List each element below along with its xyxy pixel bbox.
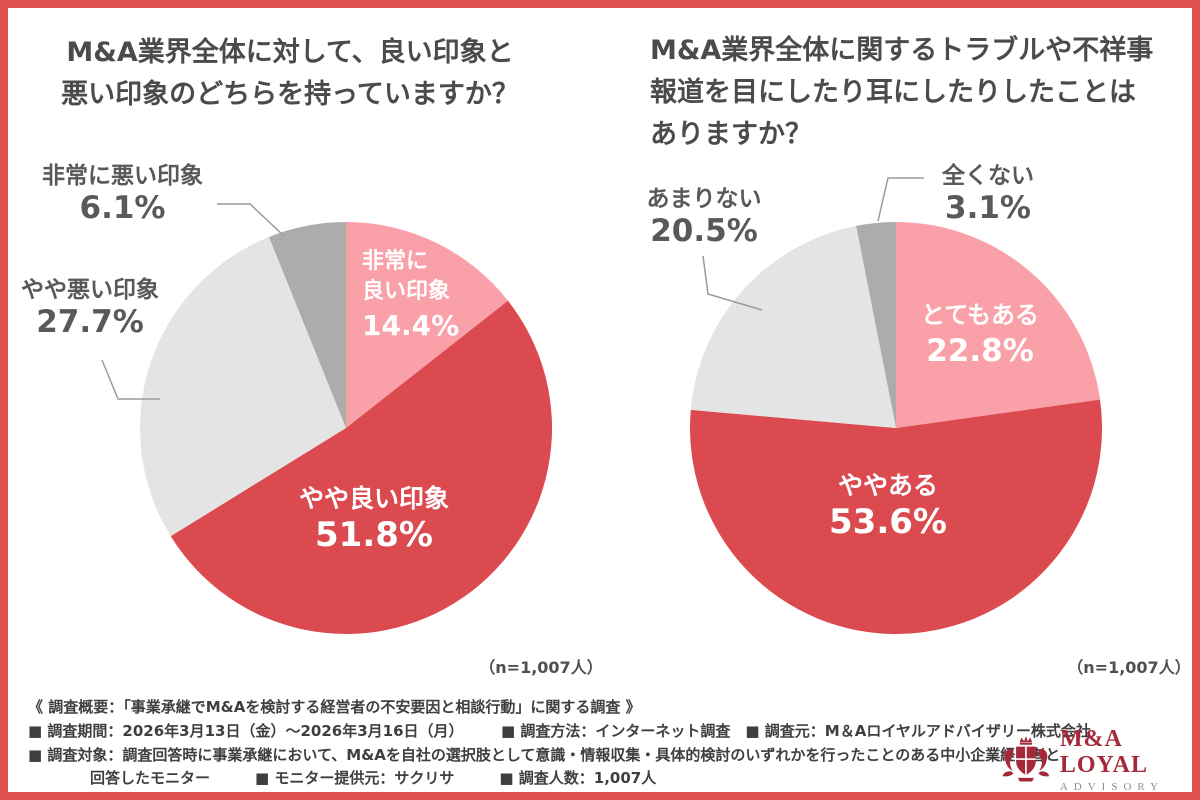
survey-monitor-count-line: 回答したモニター ■ モニター提供元：サクリサ ■ 調査人数：1,007人: [90, 769, 657, 787]
label-very-often: とてもある 22.8%: [880, 301, 1080, 369]
label-very-good-impression-pct: 14.4%: [362, 309, 460, 342]
leader-line-very-bad: [217, 203, 285, 237]
pie-slice-1: [690, 399, 1102, 634]
label-very-often-pct: 22.8%: [926, 333, 1034, 369]
pie-slice-3: [268, 222, 346, 428]
label-very-good-impression-text: 非常に 良い印象: [362, 249, 451, 304]
label-somewhat-good-impression-text: やや良い印象: [298, 484, 449, 513]
left-sample-size: （n=1,007人）: [479, 658, 603, 677]
label-somewhat-often: ややある 53.6%: [788, 471, 988, 541]
left-pie-chart: [140, 222, 552, 634]
company-subtitle: ADVISORY: [1059, 781, 1165, 793]
leader-line-not-much: [702, 255, 763, 311]
label-somewhat-often-pct: 53.6%: [829, 502, 947, 542]
company-name: M&A LOYAL: [1059, 726, 1148, 778]
pie-slice-0: [896, 222, 1101, 428]
label-somewhat-often-text: ややある: [837, 471, 938, 500]
label-very-bad-impression: 非常に悪い印象 6.1%: [25, 163, 220, 226]
label-not-much-text: あまりない: [646, 186, 762, 212]
company-logo-text: M&A LOYAL ADVISORY: [1060, 726, 1200, 794]
label-not-at-all-pct: 3.1%: [945, 189, 1031, 226]
label-very-bad-impression-pct: 6.1%: [79, 189, 166, 226]
right-pie-chart: [690, 222, 1102, 634]
survey-target-line: ■ 調査対象：調査回答時に事業承継において、M&Aを自社の選択肢として意識・情報…: [28, 746, 1061, 764]
pie-slice-1: [170, 300, 552, 634]
label-somewhat-bad-impression-text: やや悪い印象: [21, 277, 159, 303]
right-chart-title: M&A業界全体に関するトラブルや不祥事 報道を目にしたり耳にしたりしたことは あ…: [650, 35, 1154, 150]
leader-line-not-at-all: [877, 177, 924, 222]
pie-slice-2: [690, 225, 896, 428]
pie-slice-3: [856, 222, 896, 428]
label-very-often-text: とてもある: [920, 301, 1040, 329]
label-somewhat-good-impression: やや良い印象 51.8%: [274, 484, 474, 554]
right-sample-size: （n=1,007人）: [1067, 658, 1191, 677]
left-chart-title: M&A業界全体に対して、良い印象と 悪い印象のどちらを持っていますか？: [61, 37, 519, 110]
label-not-at-all-text: 全くない: [942, 163, 1034, 189]
survey-overview-line: 《 調査概要：「事業承継でM&Aを検討する経営者の不安要因と相談行動」に関する調…: [28, 698, 641, 716]
label-somewhat-bad-impression-pct: 27.7%: [36, 303, 144, 340]
leader-line-somewhat-bad: [101, 359, 160, 400]
company-logo: M&A LOYAL ADVISORY: [1000, 726, 1200, 794]
company-crest-icon: [1002, 735, 1050, 782]
label-somewhat-bad-impression: やや悪い印象 27.7%: [0, 277, 180, 340]
pie-slice-0: [346, 222, 508, 428]
survey-period-method-source-line: ■ 調査期間：2026年3月13日（金）〜2026年3月16日（月） ■ 調査方…: [28, 722, 1091, 740]
label-not-much-pct: 20.5%: [650, 212, 758, 249]
label-not-at-all: 全くない 3.1%: [898, 163, 1078, 226]
label-somewhat-good-impression-pct: 51.8%: [315, 515, 433, 555]
label-very-bad-impression-text: 非常に悪い印象: [42, 163, 203, 189]
pie-slice-2: [140, 236, 346, 537]
label-very-good-impression: 非常に 良い印象 14.4%: [362, 247, 459, 343]
label-not-much: あまりない 20.5%: [614, 186, 794, 249]
